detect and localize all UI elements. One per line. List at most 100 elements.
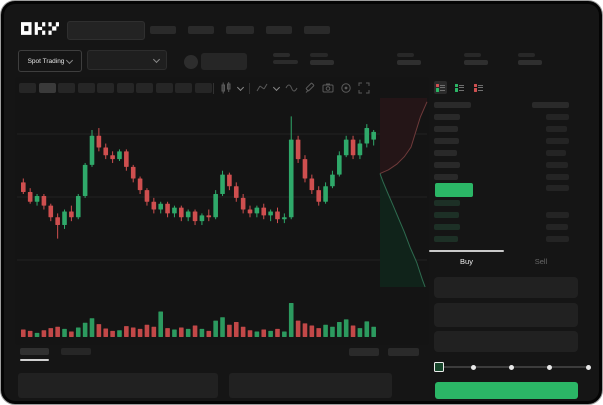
okx-logo[interactable]	[21, 22, 59, 40]
timeframe-button-1[interactable]	[38, 83, 56, 93]
ask-amount-skeleton	[546, 174, 569, 180]
volume-bar	[371, 326, 376, 337]
candle-body	[96, 135, 102, 148]
volume-bar	[137, 328, 143, 337]
chart-setting-button-1[interactable]	[388, 348, 419, 356]
indicators-icon[interactable]	[256, 82, 268, 94]
trade-input-0[interactable]	[434, 277, 578, 298]
candle-body	[316, 190, 322, 202]
timeframe-button-8[interactable]	[175, 83, 192, 93]
nav-item-2[interactable]	[226, 26, 254, 34]
ask-row-3[interactable]	[434, 147, 578, 159]
ask-row-2[interactable]	[434, 135, 578, 147]
volume-bar	[199, 328, 205, 337]
chart-tab-1[interactable]	[61, 348, 91, 355]
ask-amount-skeleton	[546, 150, 566, 156]
bid-row-0[interactable]	[434, 197, 578, 209]
settings-icon[interactable]	[340, 82, 352, 94]
market-switcher-button[interactable]: Spot Trading	[18, 50, 82, 72]
wave-icon[interactable]	[285, 82, 298, 94]
seg	[435, 83, 439, 87]
volume-bar	[206, 330, 212, 337]
line	[478, 87, 484, 88]
bid-row-2[interactable]	[434, 221, 578, 233]
obicon-lines	[478, 84, 484, 91]
timeframe-button-3[interactable]	[77, 83, 95, 93]
book-bids-icon[interactable]	[453, 81, 466, 94]
timeframe-button-4[interactable]	[97, 83, 114, 93]
last-price-badge[interactable]	[435, 183, 473, 197]
nav-item-3[interactable]	[266, 26, 292, 34]
volume-bar	[288, 303, 294, 337]
candle-style-icon[interactable]	[220, 82, 232, 94]
candle-body	[288, 139, 294, 218]
volume-bar	[21, 329, 26, 337]
slider-dot-25[interactable]	[470, 364, 476, 370]
ask-row-1[interactable]	[434, 123, 578, 135]
last-price-amount-skeleton	[546, 185, 569, 191]
candlestick-chart[interactable]	[15, 95, 429, 345]
volume-bar	[130, 327, 136, 337]
nav-item-0[interactable]	[150, 26, 176, 34]
ask-row-4[interactable]	[434, 159, 578, 171]
search-input[interactable]	[67, 21, 145, 40]
fullscreen-icon[interactable]	[358, 82, 370, 94]
book-asks-icon[interactable]	[472, 81, 485, 94]
nav-item-1[interactable]	[188, 26, 214, 34]
candle-body	[151, 201, 157, 210]
candle-body	[165, 203, 170, 214]
volume-bar	[158, 311, 163, 337]
timeframe-button-6[interactable]	[136, 83, 153, 93]
tab-sell[interactable]: Sell	[504, 250, 578, 272]
slider-dot-50[interactable]	[509, 364, 514, 370]
coin-avatar[interactable]	[184, 55, 198, 69]
pair-selector-dropdown[interactable]	[87, 50, 167, 70]
timeframe-button-7[interactable]	[155, 83, 173, 93]
book-combined-icon[interactable]	[434, 81, 447, 94]
bid-row-3[interactable]	[434, 233, 578, 245]
chart-setting-button-0[interactable]	[349, 348, 379, 356]
timeframe-button-9[interactable]	[194, 83, 212, 93]
amount-slider-handle[interactable]	[434, 362, 444, 372]
bid-price-skeleton	[434, 224, 460, 230]
volume-bar	[240, 326, 246, 337]
volume-bar	[330, 326, 335, 337]
timeframe-button-0[interactable]	[19, 83, 36, 93]
chevron-down-icon	[152, 55, 161, 63]
buy-submit-button[interactable]	[435, 382, 578, 399]
header-action-button[interactable]	[201, 53, 247, 70]
nav-item-4[interactable]	[304, 26, 330, 34]
volume-bar	[309, 325, 315, 337]
slider-dot-100[interactable]	[585, 364, 591, 370]
volume-bar	[124, 326, 129, 337]
trade-input-2[interactable]	[434, 331, 578, 352]
seg	[435, 88, 439, 92]
chevron-down-icon[interactable]	[272, 83, 281, 91]
ask-row-5[interactable]	[434, 171, 578, 183]
tab-buy[interactable]: Buy	[429, 250, 504, 272]
volume-bar	[151, 326, 157, 337]
ask-amount-skeleton	[546, 126, 567, 132]
orderbook-col-amount	[532, 102, 569, 108]
pair-meta-line-1	[273, 60, 298, 64]
volume-bar	[247, 330, 253, 337]
trade-input-1[interactable]	[434, 303, 578, 327]
timeframe-button-5[interactable]	[116, 83, 134, 93]
candle-body	[179, 207, 184, 218]
ticker-stat-value	[397, 60, 421, 65]
volume-bar	[220, 317, 225, 337]
candle-body	[364, 128, 370, 144]
chevron-down-icon[interactable]	[236, 83, 245, 91]
market-switcher-label: Spot Trading	[27, 57, 65, 65]
timeframe-button-2[interactable]	[58, 83, 75, 93]
candle-body	[213, 194, 218, 218]
ask-row-0[interactable]	[434, 111, 578, 123]
bid-row-1[interactable]	[434, 209, 578, 221]
candle-body	[233, 186, 239, 198]
slider-dot-75[interactable]	[547, 364, 553, 370]
volume-bar	[192, 325, 198, 337]
camera-icon[interactable]	[322, 82, 334, 94]
draw-tool-icon[interactable]	[304, 82, 316, 94]
chart-tab-0[interactable]	[20, 348, 49, 355]
